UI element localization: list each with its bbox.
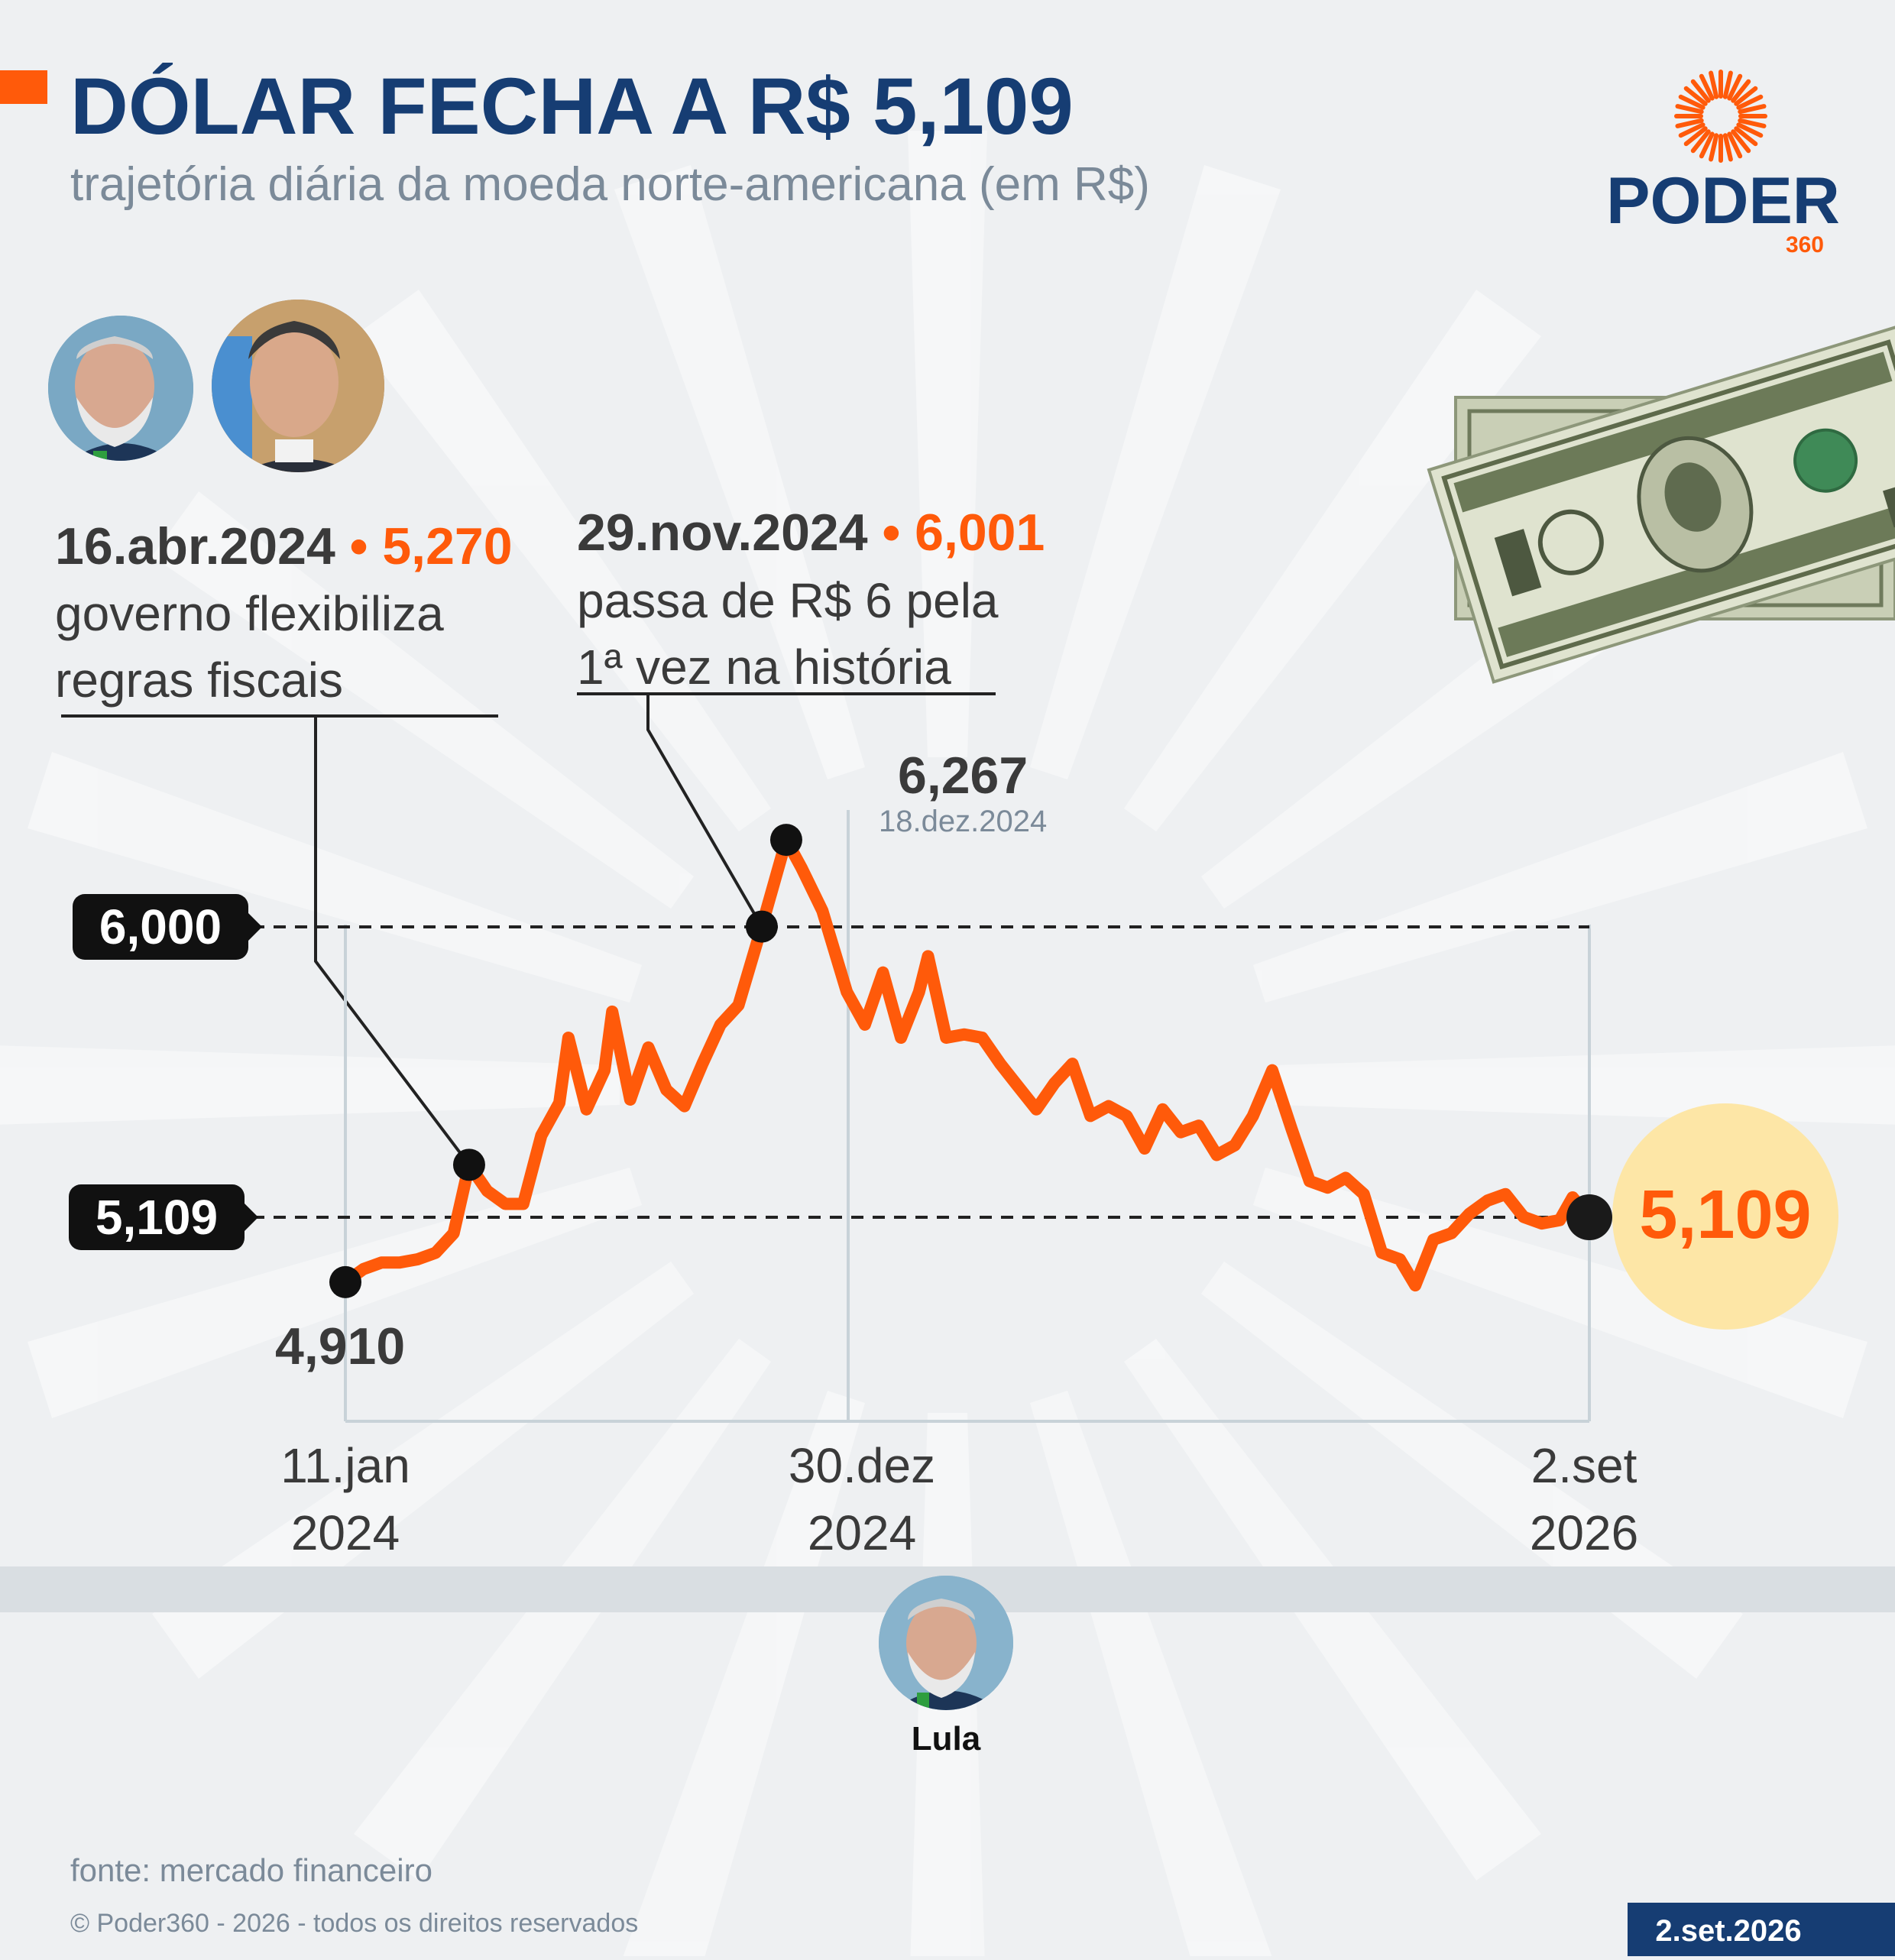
chart-frame xyxy=(344,810,1591,1423)
poder360-logo: PODER 360 xyxy=(1606,70,1840,258)
background-ray xyxy=(1124,290,1541,831)
start-value-label: 4,910 xyxy=(275,1317,405,1375)
sun-ray xyxy=(1738,104,1767,115)
peak-date-label: 18.dez.2024 xyxy=(879,805,1047,838)
sun-ray xyxy=(1678,122,1706,138)
marker-peak xyxy=(769,824,802,857)
sun-ray xyxy=(1727,131,1743,159)
x-tick-label-end: 2.set xyxy=(1531,1438,1637,1493)
sun-ray xyxy=(1709,133,1719,162)
reference-line-5109: 5,109 xyxy=(69,1184,1589,1250)
sun-ray xyxy=(1731,129,1751,154)
annotation-april-headline: 16.abr.2024 • 5,270 xyxy=(55,517,513,575)
sun-ray xyxy=(1731,79,1751,103)
sun-ray xyxy=(1709,70,1719,99)
date-badge-text: 2.set.2026 xyxy=(1655,1914,1801,1948)
reference-label-5109: 5,109 xyxy=(96,1190,218,1245)
annotation-november-headline: 29.nov.2024 • 6,001 xyxy=(577,504,1045,562)
president-name: Lula xyxy=(912,1720,981,1758)
marker-april xyxy=(452,1148,485,1181)
portrait-haddad xyxy=(212,300,384,472)
header-accent-bar xyxy=(0,70,47,104)
brand-name: PODER xyxy=(1606,164,1840,238)
sun-ray xyxy=(1699,73,1715,101)
sun-ray xyxy=(1722,133,1733,162)
marker-end xyxy=(1566,1194,1612,1240)
leader-line-november xyxy=(646,694,763,928)
annotation-november: 29.nov.2024 • 6,001 passa de R$ 6 pela 1… xyxy=(577,504,1045,928)
background-ray xyxy=(908,131,987,757)
sun-ray xyxy=(1675,104,1704,115)
annotation-november-text-2: 1ª vez na história xyxy=(577,640,951,695)
sun-ray xyxy=(1734,86,1758,106)
sun-ray xyxy=(1738,118,1767,128)
page-title: DÓLAR FECHA A R$ 5,109 xyxy=(70,62,1074,151)
date-badge xyxy=(1628,1903,1895,1956)
sun-ray xyxy=(1683,126,1708,147)
series-line-usd-brl xyxy=(339,834,1595,1292)
background-ray xyxy=(1030,165,1281,779)
source-text: fonte: mercado financeiro xyxy=(70,1852,432,1888)
peak-value-label: 6,267 xyxy=(898,747,1028,805)
x-tick-label-mid-year: 2024 xyxy=(808,1505,916,1560)
x-tick-label-mid: 30.dez xyxy=(789,1438,935,1493)
sun-ray xyxy=(1690,79,1711,103)
sun-ray xyxy=(1678,94,1706,110)
background-ray xyxy=(152,491,694,909)
x-tick-label-start-year: 2024 xyxy=(291,1505,400,1560)
annotation-april: 16.abr.2024 • 5,270 governo flexibiliza … xyxy=(55,517,513,1166)
reference-line-6000: 6,000 xyxy=(73,894,1589,960)
x-axis-labels: 11.jan 2024 30.dez 2024 2.set 2026 xyxy=(280,1438,1638,1560)
marker-november xyxy=(745,910,778,943)
sun-ray xyxy=(1736,94,1764,110)
background-ray xyxy=(1253,1168,1867,1418)
end-value-label: 5,109 xyxy=(1639,1177,1811,1253)
background-ray xyxy=(28,752,642,1003)
sun-icon xyxy=(1674,70,1767,163)
sun-ray xyxy=(1722,70,1733,99)
x-tick-label-start: 11.jan xyxy=(280,1438,410,1493)
background-ray xyxy=(354,290,771,831)
sun-ray xyxy=(1690,129,1711,154)
annotation-april-text-2: regras fiscais xyxy=(55,653,343,708)
background-ray xyxy=(1253,752,1867,1003)
annotation-november-text-1: passa de R$ 6 pela xyxy=(577,573,999,628)
annotation-april-text-1: governo flexibiliza xyxy=(55,586,444,641)
sun-ray xyxy=(1675,118,1704,128)
reference-label-6000: 6,000 xyxy=(99,899,222,954)
portrait-lula xyxy=(48,316,193,461)
president-timeline-portrait: Lula xyxy=(879,1576,1013,1758)
background-ray xyxy=(621,1391,865,1960)
dollar-bills-illustration xyxy=(1427,325,1895,684)
leader-line-april xyxy=(314,716,471,1166)
sun-ray xyxy=(1736,122,1764,138)
marker-start xyxy=(329,1265,361,1298)
page-subtitle: trajetória diária da moeda norte-america… xyxy=(70,158,1150,211)
sun-ray xyxy=(1699,131,1715,159)
sun-ray xyxy=(1727,73,1743,101)
brand-number: 360 xyxy=(1786,232,1824,258)
x-tick-label-end-year: 2026 xyxy=(1530,1505,1638,1560)
copyright-text: © Poder360 - 2026 - todos os direitos re… xyxy=(70,1909,638,1938)
sun-ray xyxy=(1734,126,1758,147)
background-ray xyxy=(1030,1391,1274,1960)
background-ray xyxy=(0,1045,620,1125)
end-value-highlight-circle xyxy=(1612,1103,1838,1330)
background-ray xyxy=(1275,1045,1895,1125)
sun-ray xyxy=(1683,86,1708,106)
background-ray xyxy=(614,165,865,779)
